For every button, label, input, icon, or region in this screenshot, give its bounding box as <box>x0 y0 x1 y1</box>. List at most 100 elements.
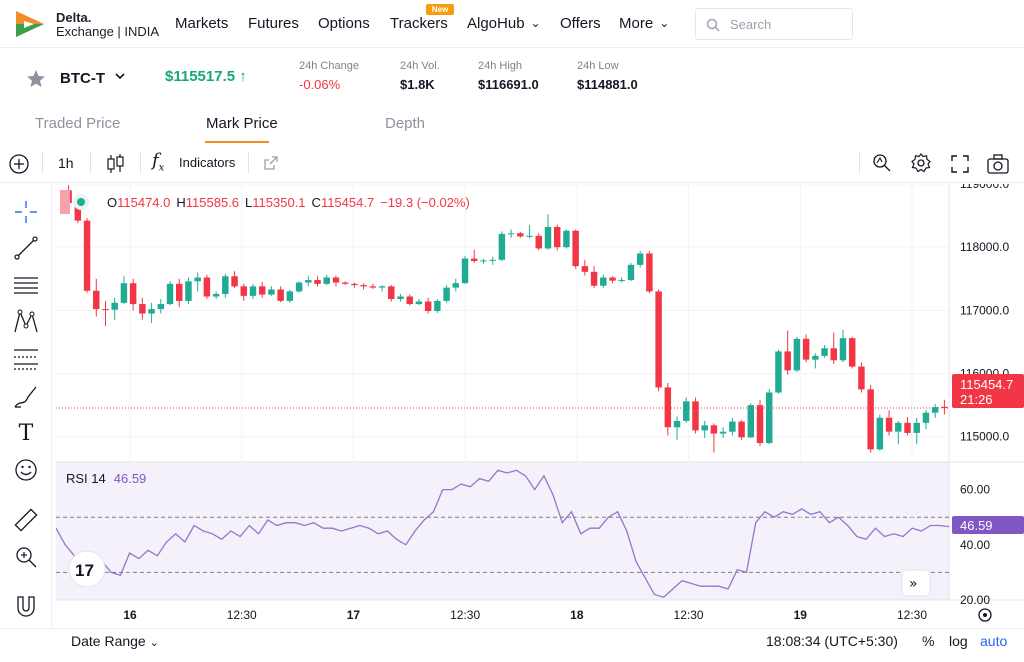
candle-body <box>351 283 358 286</box>
chevron-down-icon: ⌄ <box>149 637 159 649</box>
candle-body <box>102 309 109 311</box>
magnet-icon[interactable] <box>12 593 40 621</box>
candle-body <box>738 421 745 438</box>
interval-button[interactable]: 1h <box>58 155 74 171</box>
candle-body <box>332 277 340 283</box>
zoom-in-icon[interactable] <box>12 543 40 571</box>
candle-body <box>941 406 948 408</box>
candle-body <box>581 266 589 272</box>
candle-body <box>461 258 469 284</box>
scroll-to-realtime-button[interactable] <box>901 569 931 597</box>
time-tick-label: 17 <box>347 608 361 622</box>
candle-body <box>609 277 616 281</box>
auto-scale-toggle[interactable]: auto <box>980 633 1008 649</box>
stat-24h-vol-value: $1.8K <box>400 77 435 92</box>
price-chart[interactable]: 115000.0116000.0117000.0118000.0119000.0… <box>56 184 1024 628</box>
camera-icon[interactable] <box>986 153 1010 175</box>
tab-depth[interactable]: Depth <box>385 115 426 132</box>
settings-gear-icon[interactable] <box>910 152 932 174</box>
candle-body <box>452 283 460 288</box>
clock[interactable]: 18:08:34 (UTC+5:30) <box>766 633 898 649</box>
candle-body <box>646 253 653 292</box>
status-dot <box>77 198 85 206</box>
horizontal-lines-icon[interactable] <box>12 272 40 300</box>
star-icon[interactable] <box>26 69 46 89</box>
price-tick-label: 118000.0 <box>960 240 1009 254</box>
candle-body <box>111 302 118 310</box>
nav-algohub[interactable]: AlgoHub ⌄ <box>467 15 541 32</box>
candle-body <box>775 351 782 393</box>
nav-more[interactable]: More ⌄ <box>619 15 669 32</box>
pattern-icon[interactable] <box>12 308 40 336</box>
nav-options[interactable]: Options <box>318 15 370 32</box>
toolbar-divider <box>140 152 141 174</box>
last-price-tag <box>952 374 1024 408</box>
candle-body <box>240 286 247 296</box>
prediction-tools-icon[interactable] <box>12 345 40 373</box>
delta-logo-icon[interactable] <box>14 9 46 39</box>
chevron-down-icon: ⌄ <box>530 16 541 30</box>
candle-body <box>802 338 810 360</box>
candle-body <box>553 226 561 248</box>
stat-24h-low-value: $114881.0 <box>577 77 638 92</box>
candle-body <box>710 425 718 434</box>
candle-body <box>424 301 432 311</box>
price-tick-label: 117000.0 <box>960 303 1009 317</box>
tradingview-logo-bg[interactable] <box>68 550 106 588</box>
bottom-bar <box>0 628 1024 662</box>
time-tick-label: 16 <box>123 608 137 622</box>
search-input[interactable] <box>730 16 845 32</box>
price-tick-label: 115000.0 <box>960 430 1009 444</box>
candle-body <box>415 301 423 305</box>
ruler-icon[interactable] <box>12 506 40 534</box>
indicators-fx-icon[interactable]: fx <box>152 150 165 174</box>
percent-scale-toggle[interactable]: % <box>922 633 935 649</box>
candle-body <box>258 286 266 295</box>
quick-search-icon[interactable] <box>871 152 893 174</box>
brush-icon[interactable] <box>12 383 40 411</box>
last-price: $115517.5 ↑ <box>165 68 247 85</box>
candle-body <box>812 355 819 360</box>
nav-offers[interactable]: Offers <box>560 15 601 32</box>
toolbar-divider <box>859 152 860 174</box>
rsi-pane-bg <box>56 462 949 600</box>
date-range-button[interactable]: Date Range ⌄ <box>71 633 159 649</box>
stat-24h-high-label: 24h High <box>478 60 523 72</box>
drawing-toolbar <box>0 184 52 662</box>
candles-icon[interactable] <box>104 152 126 176</box>
candle-body <box>867 389 874 450</box>
candle-body <box>931 407 939 413</box>
candle-body <box>434 300 441 311</box>
search-box[interactable] <box>695 8 853 40</box>
candle-body <box>766 392 773 444</box>
tradingview-logo-icon: 17 <box>75 561 94 580</box>
rsi-line <box>56 469 950 598</box>
candle-body <box>166 283 174 305</box>
emoji-icon[interactable] <box>12 456 40 484</box>
candle-body <box>784 351 791 371</box>
fullscreen-icon[interactable] <box>950 154 970 174</box>
nav-trackers[interactable]: Trackers <box>390 15 448 32</box>
indicators-button[interactable]: Indicators <box>179 155 236 170</box>
add-symbol-icon[interactable] <box>8 153 30 175</box>
text-tool-icon[interactable]: T <box>18 421 34 446</box>
popout-icon[interactable] <box>263 155 279 171</box>
candle-body <box>655 291 662 388</box>
symbol-selector[interactable]: BTC-T <box>60 70 105 87</box>
crosshair-icon[interactable] <box>12 198 40 226</box>
chevron-down-icon[interactable] <box>114 70 126 82</box>
candle-body <box>701 425 708 431</box>
tab-mark-price[interactable]: Mark Price <box>206 115 278 132</box>
rsi-tick-label: 20.00 <box>960 593 990 607</box>
log-scale-toggle[interactable]: log <box>949 633 968 649</box>
time-tick-label: 12:30 <box>897 608 927 622</box>
tab-traded-price[interactable]: Traded Price <box>35 115 121 132</box>
candle-body <box>489 259 496 261</box>
candle-body <box>922 412 930 423</box>
candle-body <box>904 422 911 433</box>
new-badge: New <box>426 4 454 15</box>
axis-settings-icon[interactable] <box>978 608 992 622</box>
trend-line-icon[interactable] <box>12 234 40 262</box>
nav-futures[interactable]: Futures <box>248 15 299 32</box>
nav-markets[interactable]: Markets <box>175 15 229 32</box>
